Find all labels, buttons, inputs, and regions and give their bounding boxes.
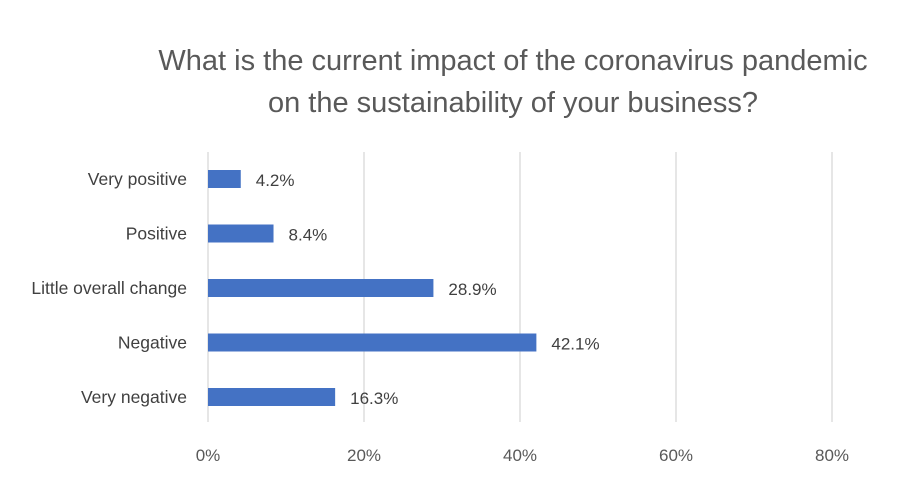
category-label-positive: Positive	[126, 224, 187, 244]
value-label-little-overall-change: 28.9%	[448, 280, 496, 299]
tick-label-20: 20%	[347, 446, 381, 465]
category-label-very-positive: Very positive	[88, 169, 187, 189]
category-label-very-negative: Very negative	[81, 387, 187, 407]
tick-label-60: 60%	[659, 446, 693, 465]
bar-very-positive	[208, 170, 241, 188]
tick-label-40: 40%	[503, 446, 537, 465]
category-labels: Very positive Positive Little overall chan…	[31, 169, 187, 407]
tick-label-80: 80%	[815, 446, 849, 465]
value-label-positive: 8.4%	[289, 226, 328, 245]
value-label-very-positive: 4.2%	[256, 171, 295, 190]
chart-title-line-1: What is the current impact of the corona…	[158, 45, 867, 77]
gridlines	[207, 152, 833, 422]
chart-title-line-2: on the sustainability of your business?	[268, 87, 758, 119]
tick-label-0: 0%	[196, 446, 221, 465]
category-label-little-overall-change: Little overall change	[31, 278, 187, 298]
bar-very-negative	[208, 388, 336, 406]
value-labels: 4.2% 8.4% 28.9% 42.1% 16.3%	[256, 171, 600, 408]
category-label-negative: Negative	[118, 333, 187, 353]
bar-negative	[208, 333, 537, 352]
value-label-negative: 42.1%	[551, 335, 599, 354]
bar-positive	[208, 224, 274, 243]
chart-title: What is the current impact of the corona…	[158, 45, 867, 119]
bars	[208, 170, 537, 406]
bar-little-overall-change	[208, 279, 434, 297]
value-label-very-negative: 16.3%	[350, 389, 398, 408]
x-axis-tick-labels: 0% 20% 40% 60% 80%	[196, 446, 849, 465]
